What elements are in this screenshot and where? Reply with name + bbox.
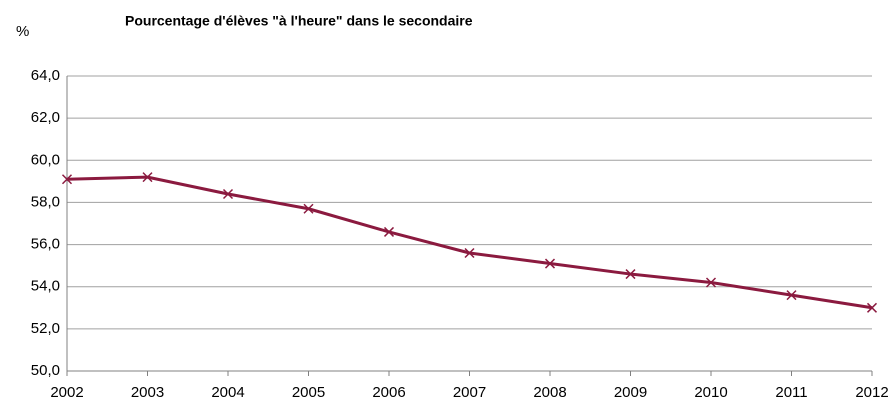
- y-axis-label: %: [16, 23, 29, 40]
- x-tick-label: 2011: [775, 384, 807, 401]
- x-tick-label: 2008: [533, 384, 566, 401]
- x-tick-label: 2009: [614, 384, 647, 401]
- y-tick-label: 62,0: [31, 109, 60, 126]
- x-tick-label: 2012: [855, 384, 888, 401]
- x-tick-label: 2002: [50, 384, 83, 401]
- x-tick-label: 2004: [211, 384, 244, 401]
- marker: [625, 269, 636, 280]
- line: [66, 175, 873, 310]
- marker: [383, 226, 395, 237]
- marker: [786, 290, 797, 301]
- marker: [222, 188, 234, 200]
- marker: [705, 277, 717, 288]
- y-tick-label: 56,0: [31, 236, 60, 253]
- marker: [544, 258, 556, 269]
- y-tick-label: 60,0: [31, 151, 60, 168]
- x-tick-label: 2006: [372, 384, 405, 401]
- chart-title: Pourcentage d'élèves "à l'heure" dans le…: [125, 13, 473, 29]
- marker: [303, 203, 314, 214]
- x-tick-label: 2003: [131, 384, 164, 401]
- x-tick-label: 2010: [694, 384, 727, 401]
- marker: [61, 174, 73, 185]
- y-tick-label: 52,0: [31, 320, 60, 337]
- y-tick-label: 54,0: [31, 278, 60, 295]
- y-tick-label: 50,0: [31, 362, 60, 379]
- marker: [866, 302, 878, 313]
- x-tick-label: 2007: [453, 384, 486, 401]
- y-tick-label: 64,0: [31, 67, 60, 84]
- y-tick-label: 58,0: [31, 193, 60, 210]
- marker: [464, 247, 475, 259]
- x-tick-label: 2005: [292, 384, 325, 401]
- marker: [142, 172, 153, 183]
